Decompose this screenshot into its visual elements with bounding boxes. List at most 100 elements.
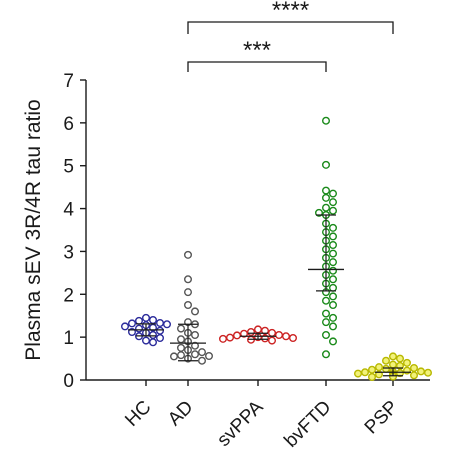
y-tick-label: 4 [63,200,74,221]
data-point [190,307,199,316]
data-point [322,203,331,212]
data-point [176,335,185,344]
data-point [268,328,277,337]
data-point [155,319,164,328]
y-tick-label: 2 [63,285,74,306]
y-tick-label: 1 [63,328,74,349]
data-point [329,258,338,267]
data-point [368,365,377,374]
data-point [176,351,185,360]
data-point [176,324,185,333]
data-point [410,364,419,373]
data-point [329,313,338,322]
data-point [190,331,199,340]
data-point [329,337,338,346]
data-point [261,326,270,335]
y-axis-label: Plasma sEV 3R/4R tau ratio [22,99,45,360]
data-point [382,364,391,373]
data-point [204,352,213,361]
data-point [141,313,150,322]
data-point [322,193,331,202]
data-point [183,288,192,297]
x-tick-label: HC [121,397,155,431]
data-point [329,232,338,241]
data-point [197,356,206,365]
data-point [424,368,433,377]
y-tick-label: 3 [63,242,74,263]
significance-label: *** [243,37,271,64]
significance-brackets: ******* [187,0,394,72]
data-point [329,249,338,258]
y-tick-label: 5 [63,157,74,178]
significance-label: **** [272,0,309,24]
x-tick-label: PSP [361,397,403,439]
data-point [329,198,338,207]
data-point [169,352,178,361]
data-point [134,316,143,325]
data-point [417,367,426,376]
data-point [148,316,157,325]
data-points [120,116,433,382]
data-point [183,301,192,310]
data-point [289,334,298,343]
data-point [218,334,227,343]
data-point [190,350,199,359]
data-point [282,332,291,341]
data-point [120,322,129,331]
significance-bracket [187,61,327,72]
x-tick-label: svPPA [213,396,267,450]
data-point [197,348,206,357]
data-point [382,356,391,365]
data-point [322,296,331,305]
x-tick-label: bvFTD [280,397,335,452]
data-point [322,160,331,169]
y-axis: 0 1 2 3 4 5 6 7 [63,71,87,392]
data-point [190,341,199,350]
data-point [134,324,143,333]
data-point [155,326,164,335]
data-point [389,360,398,369]
data-point [322,186,331,195]
data-point [329,275,338,284]
x-axis: HC AD svPPA bvFTD PSP [86,379,430,452]
data-point [246,328,255,337]
data-point [368,373,377,382]
data-point [329,223,338,232]
data-point [329,322,338,331]
data-point [403,358,412,367]
mean-sd-bars [128,214,411,377]
data-point [183,275,192,284]
data-point [329,240,338,249]
data-point [162,320,171,329]
data-point [322,331,331,340]
data-point [329,266,338,275]
data-point [253,325,262,334]
data-point [375,363,384,372]
data-point [148,331,157,340]
data-point [329,189,338,198]
data-point [361,368,370,377]
x-tick-label: AD [164,397,198,431]
data-point [239,329,248,338]
data-point [127,319,136,328]
significance-bracket [187,21,394,34]
data-point [232,331,241,340]
data-point [322,350,331,359]
data-point [329,301,338,310]
data-point [329,292,338,301]
data-point [141,336,150,345]
data-point [329,206,338,215]
data-point [155,334,164,343]
data-point [275,331,284,340]
data-point [322,309,331,318]
data-point [176,343,185,352]
data-point [322,318,331,327]
data-point [329,283,338,292]
data-point [148,338,157,347]
data-point [396,354,405,363]
data-point [389,352,398,361]
y-tick-label: 6 [63,114,74,135]
data-point [183,250,192,259]
data-point [225,333,234,342]
